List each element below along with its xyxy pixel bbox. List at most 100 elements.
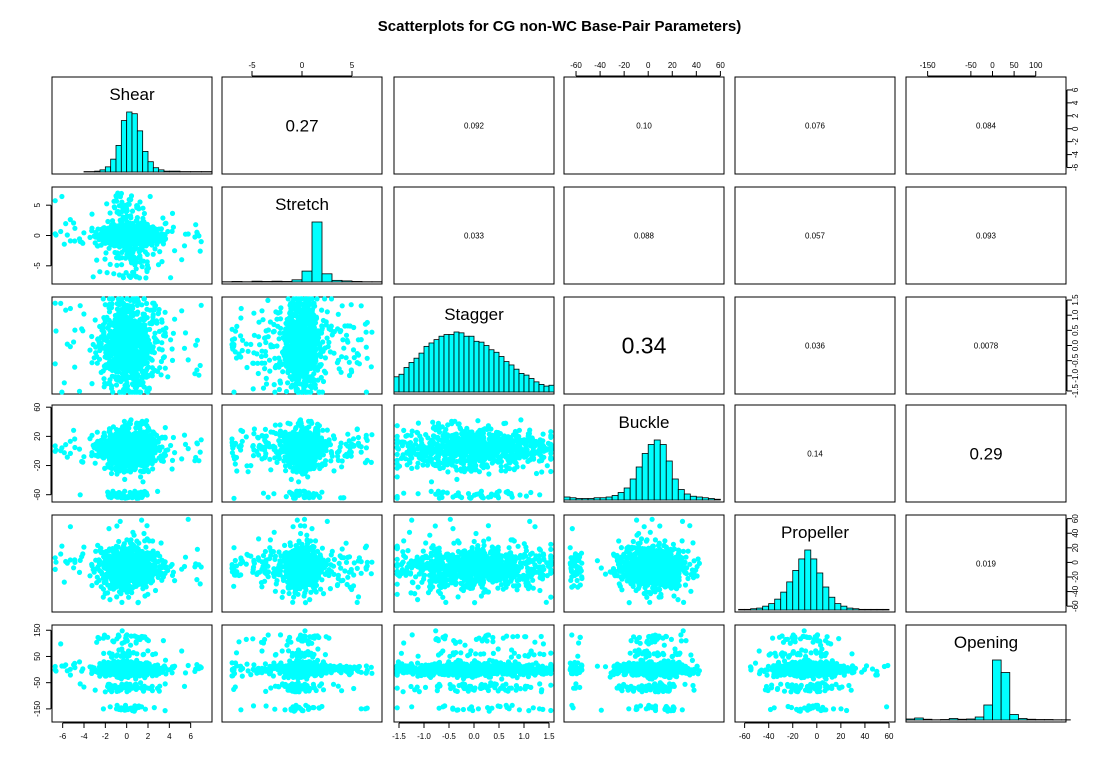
histogram-bar [104, 166, 112, 173]
histogram-bar [593, 497, 601, 501]
scatter-point [132, 236, 138, 242]
scatter-point [152, 458, 158, 464]
scatter-point [140, 340, 146, 346]
scatter-point [369, 329, 375, 335]
scatter-point [144, 306, 150, 312]
scatter-point [179, 257, 185, 263]
scatter-point [119, 340, 125, 346]
scatter-point [283, 468, 289, 474]
scatter-point [158, 453, 164, 459]
histogram-bar [533, 381, 540, 393]
scatter-point [87, 436, 93, 442]
scatter-point [238, 427, 244, 433]
scatter-point [132, 433, 138, 440]
scatter-point [245, 469, 251, 475]
scatter-point [112, 491, 119, 497]
scatter-point [283, 388, 290, 395]
scatter-point [302, 351, 308, 357]
scatter-point [116, 364, 122, 370]
scatter-point [297, 418, 303, 424]
scatter-buckle-vs-stagger [394, 417, 554, 501]
histogram-bar [870, 608, 878, 611]
scatter-point [288, 476, 294, 482]
scatter-point [155, 262, 162, 268]
scatter-point [273, 309, 279, 315]
scatter-point [103, 240, 109, 246]
scatter-point [81, 454, 87, 460]
scatter-point [251, 332, 257, 338]
scatter-point [143, 275, 149, 281]
scatter-point [102, 317, 108, 323]
histogram-bar [423, 345, 430, 393]
histogram-bar [774, 598, 782, 611]
scatter-point [72, 238, 78, 244]
scatter-point [110, 389, 116, 395]
scatter-point [272, 389, 278, 395]
scatter-point [100, 322, 106, 328]
scatter-point [308, 418, 314, 424]
scatter-point [117, 325, 123, 331]
panel-buckle-stretch [221, 404, 383, 503]
scatter-point [363, 445, 369, 451]
scatter-point [362, 460, 368, 466]
scatter-point [117, 432, 123, 438]
panel-buckle-propeller [734, 404, 896, 503]
panel-stretch-propeller [734, 186, 896, 285]
scatter-point [76, 446, 83, 452]
scatter-point [116, 452, 122, 458]
scatter-point [115, 369, 122, 375]
scatter-point [133, 259, 140, 265]
scatter-point [289, 303, 295, 309]
scatter-point [364, 355, 370, 361]
scatter-point [97, 347, 103, 354]
scatter-point [315, 429, 321, 435]
scatter-point [139, 455, 145, 461]
scatter-stretch-vs-shear [52, 190, 204, 281]
scatter-point [314, 437, 320, 443]
scatter-point [251, 310, 257, 316]
histogram-bar [478, 341, 485, 393]
scatter-point [262, 335, 268, 341]
correlation-value: 0.036 [805, 341, 826, 350]
scatter-point [229, 337, 235, 343]
correlation-value: 0.0078 [974, 341, 999, 350]
histogram-bar [488, 349, 495, 393]
histogram-bar [458, 332, 465, 393]
scatter-point [336, 366, 342, 372]
scatter-point [156, 306, 162, 313]
scatter-point [52, 361, 58, 367]
panel-stagger-opening [905, 296, 1067, 395]
histogram-bar [647, 444, 655, 501]
scatter-point [276, 455, 282, 461]
scatter-point [265, 297, 271, 303]
scatter-point [124, 232, 130, 238]
scatter-point [132, 467, 138, 473]
scatter-point [322, 296, 328, 302]
scatter-point [124, 367, 130, 373]
scatter-point [141, 311, 147, 317]
histogram-bar [983, 704, 993, 721]
scatter-buckle-vs-stretch [229, 417, 375, 501]
histogram-bar [110, 158, 117, 173]
scatter-point [104, 201, 110, 207]
scatter-point [331, 468, 337, 474]
scatter-point [344, 337, 350, 343]
histogram-bar [922, 718, 933, 721]
scatter-point [117, 358, 123, 364]
scatter-point [129, 345, 135, 351]
histogram-bar [744, 608, 752, 611]
scatter-point [79, 458, 85, 465]
scatter-point [139, 494, 145, 500]
panel-shear-buckle [563, 76, 725, 175]
scatter-point [268, 467, 274, 473]
histogram-bar [126, 111, 133, 173]
scatter-point [323, 458, 329, 464]
scatter-point [131, 454, 137, 460]
panel-stretch-buckle [563, 186, 725, 285]
scatter-point [182, 441, 189, 447]
scatter-point [179, 456, 185, 462]
panel-stretch-stagger [393, 186, 555, 285]
scatter-point [97, 269, 103, 275]
scatter-point [245, 348, 251, 354]
scatter-point [278, 325, 284, 331]
